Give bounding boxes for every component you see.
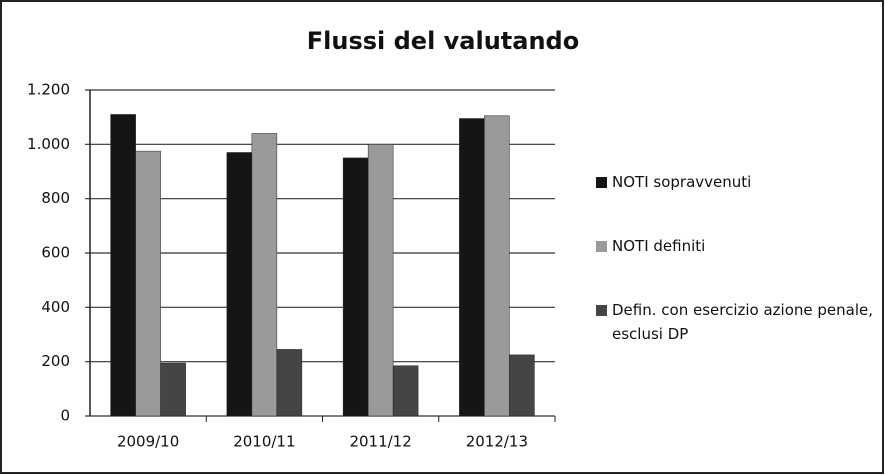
legend-swatch [596, 305, 607, 316]
legend-item: Defin. con esercizio azione penale, escl… [596, 298, 876, 346]
bar [160, 362, 186, 417]
y-tick-label: 800 [41, 189, 70, 207]
x-tick-label: 2011/12 [349, 433, 411, 451]
x-tick-label: 2012/13 [466, 433, 528, 451]
chart-title: Flussi del valutando [307, 27, 579, 55]
y-tick-label: 200 [41, 352, 70, 370]
y-tick-label: 0 [60, 407, 70, 425]
bar [135, 150, 161, 417]
bar [392, 365, 419, 417]
legend-swatch [596, 241, 607, 252]
legend-swatch [596, 177, 607, 188]
x-tick-label: 2010/11 [233, 433, 295, 451]
legend-label: NOTI definiti [612, 237, 706, 255]
bar [367, 144, 394, 417]
legend-item: NOTI definiti [596, 234, 876, 258]
x-tick-label: 2009/10 [117, 433, 179, 451]
legend-label: NOTI sopravvenuti [612, 173, 752, 191]
y-tick-label: 400 [41, 298, 70, 316]
bar [110, 114, 136, 417]
bar [342, 157, 369, 417]
bar [484, 115, 510, 417]
y-tick-label: 1.200 [27, 81, 70, 99]
bar [509, 354, 535, 417]
legend-label: Defin. con esercizio azione penale, escl… [612, 301, 874, 343]
legend-item: NOTI sopravvenuti [596, 170, 876, 194]
bar [251, 133, 278, 417]
legend: NOTI sopravvenuti NOTI definiti Defin. con… [596, 170, 876, 386]
y-tick-label: 600 [41, 244, 70, 262]
bar [226, 152, 253, 417]
y-tick-label: 1.000 [27, 135, 70, 153]
bar [276, 349, 303, 417]
bar [459, 118, 485, 417]
